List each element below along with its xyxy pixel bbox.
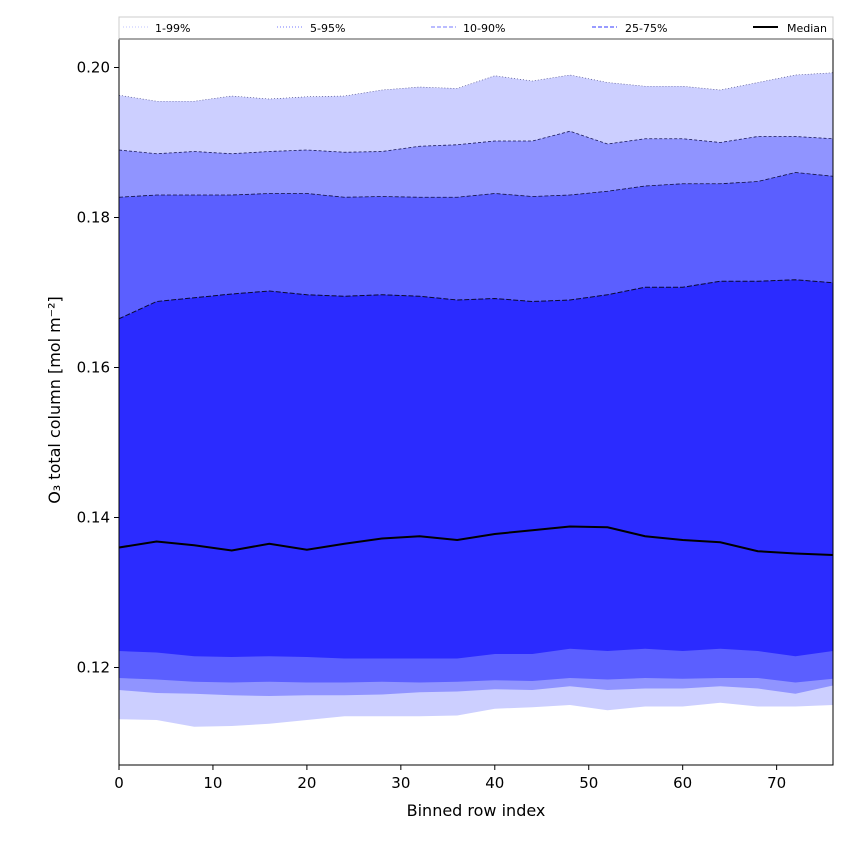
bands-layer <box>119 72 833 727</box>
y-tick-label: 0.14 <box>77 509 110 527</box>
y-tick-label: 0.12 <box>77 659 110 677</box>
line-10-upper <box>118 172 834 198</box>
legend-label: 5-95% <box>310 22 345 35</box>
legend: 1-99% 5-95% 10-90% 25-75% Median <box>118 16 834 40</box>
legend-label: 25-75% <box>625 22 667 35</box>
x-axis-label: Binned row index <box>407 801 546 820</box>
x-tick-label: 60 <box>673 774 692 792</box>
x-tick-label: 0 <box>114 774 124 792</box>
x-tick-label: 40 <box>485 774 504 792</box>
x-tick-label: 30 <box>391 774 410 792</box>
legend-label: 10-90% <box>463 22 505 35</box>
x-tick-label: 10 <box>203 774 222 792</box>
line-25-upper <box>118 279 834 320</box>
line-5-upper <box>118 130 834 155</box>
y-tick-label: 0.18 <box>77 209 110 227</box>
y-tick-label: 0.16 <box>77 359 110 377</box>
y-axis-label: O₃ total column [mol m⁻²] <box>45 296 64 504</box>
lines-layer <box>118 72 834 556</box>
median-line <box>118 525 834 556</box>
y-tick-label: 0.20 <box>77 59 110 77</box>
ticks-layer: 0 10 20 30 40 50 60 70 0.12 0.14 0.16 0.18 0.20 <box>77 59 787 793</box>
legend-label: Median <box>787 22 827 35</box>
legend-label: 1-99% <box>155 22 190 35</box>
x-tick-label: 50 <box>579 774 598 792</box>
line-1-upper <box>118 72 834 102</box>
x-tick-label: 20 <box>297 774 316 792</box>
band-25-75 <box>119 279 833 659</box>
x-tick-label: 70 <box>767 774 786 792</box>
